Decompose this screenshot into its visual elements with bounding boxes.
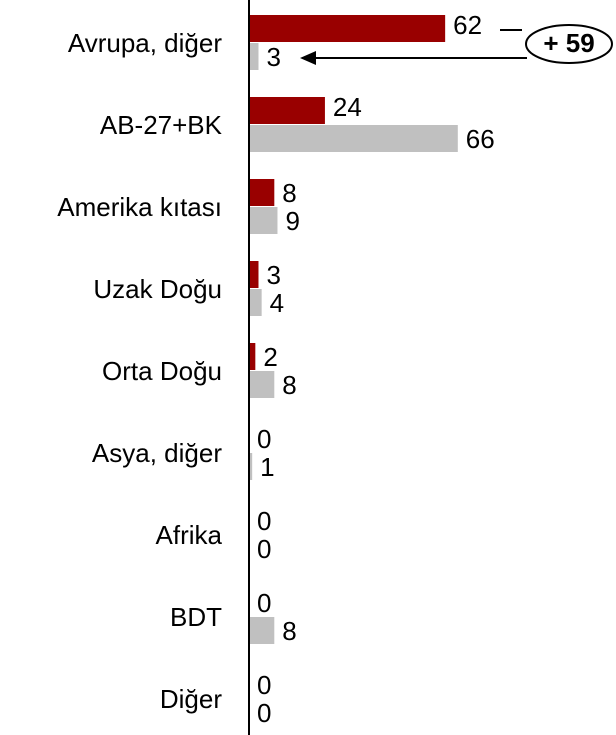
bar xyxy=(249,207,278,234)
value-label: 24 xyxy=(333,92,362,122)
value-label: 4 xyxy=(270,288,284,318)
category-label: Avrupa, diğer xyxy=(68,28,223,58)
value-label: 2 xyxy=(263,342,277,372)
bar xyxy=(249,97,325,124)
category-label: Uzak Doğu xyxy=(93,274,222,304)
value-label: 0 xyxy=(257,588,271,618)
bar xyxy=(249,43,259,70)
bar xyxy=(249,179,275,206)
value-label: 8 xyxy=(282,178,296,208)
value-label: 0 xyxy=(257,506,271,536)
category-label: Orta Doğu xyxy=(102,356,222,386)
value-label: 9 xyxy=(285,206,299,236)
category-label: BDT xyxy=(170,602,222,632)
category-label: Asya, diğer xyxy=(92,438,222,468)
value-label: 8 xyxy=(282,370,296,400)
category-label: Amerika kıtası xyxy=(57,192,222,222)
category-label: AB-27+BK xyxy=(100,110,223,140)
bar xyxy=(249,125,458,152)
value-label: 0 xyxy=(257,698,271,728)
value-label: 8 xyxy=(282,616,296,646)
bar xyxy=(249,371,275,398)
bar xyxy=(249,343,256,370)
value-label: 3 xyxy=(266,42,280,72)
value-label: 3 xyxy=(266,260,280,290)
arrow-head xyxy=(300,51,316,65)
bar xyxy=(249,617,275,644)
value-label: 0 xyxy=(257,534,271,564)
annotation: + 59 xyxy=(543,28,594,58)
category-label: Diğer xyxy=(160,684,222,714)
bar xyxy=(249,261,259,288)
category-label: Afrika xyxy=(156,520,223,550)
value-label: 0 xyxy=(257,670,271,700)
annotation-ellipse xyxy=(525,24,613,64)
value-label: 1 xyxy=(260,452,274,482)
value-label: 66 xyxy=(466,124,495,154)
bar xyxy=(249,15,446,42)
value-label: 0 xyxy=(257,424,271,454)
bar xyxy=(249,453,253,480)
bar xyxy=(249,289,262,316)
value-label: 62 xyxy=(453,10,482,40)
